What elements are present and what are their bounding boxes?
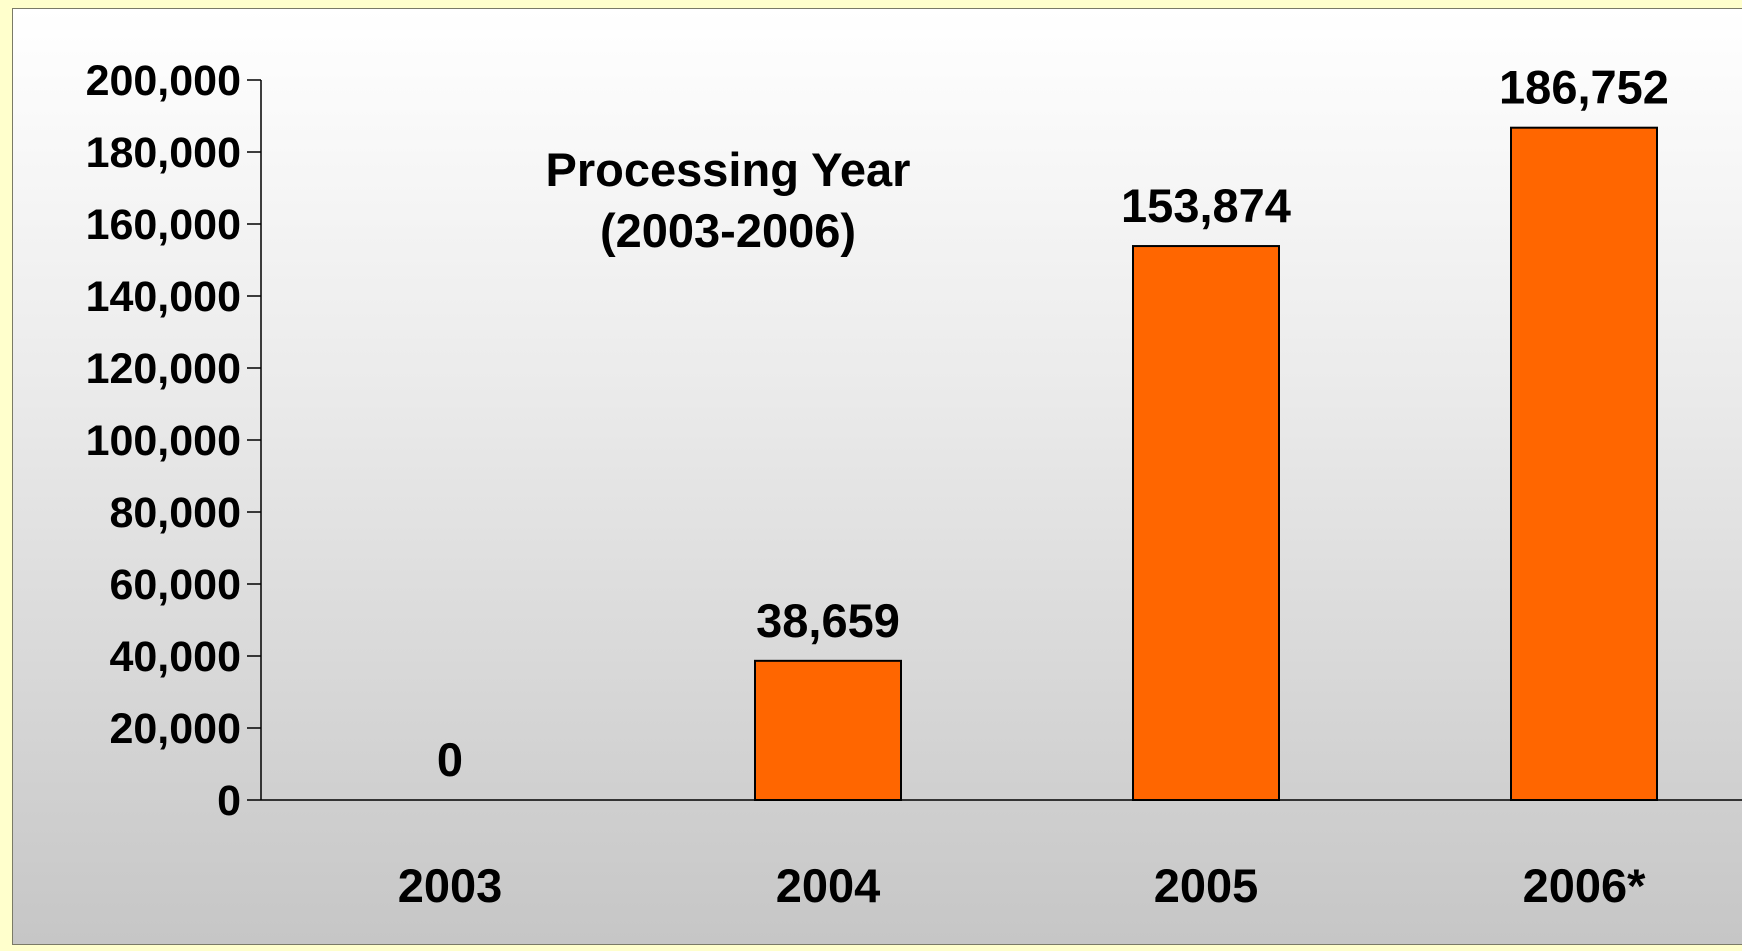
chart-frame: Processing Year (2003-2006) 0 20,000 40,00… bbox=[12, 8, 1742, 945]
chart-title-line-2: (2003-2006) bbox=[600, 204, 856, 257]
data-label: 38,659 bbox=[756, 594, 900, 647]
y-tick-label: 60,000 bbox=[109, 561, 241, 609]
y-tick-label: 120,000 bbox=[86, 345, 241, 393]
y-tick-label: 180,000 bbox=[86, 129, 241, 177]
y-tick-label: 20,000 bbox=[109, 705, 241, 753]
bar bbox=[1132, 245, 1280, 802]
y-tick-label: 80,000 bbox=[109, 489, 241, 537]
y-tick-label: 40,000 bbox=[109, 633, 241, 681]
data-label: 153,874 bbox=[1121, 179, 1291, 232]
y-tick-label: 200,000 bbox=[86, 57, 241, 105]
y-tick-label: 100,000 bbox=[86, 417, 241, 465]
y-tick-label: 140,000 bbox=[86, 273, 241, 321]
bar bbox=[1510, 126, 1658, 801]
x-category-label: 2004 bbox=[776, 859, 881, 912]
x-category-label: 2006* bbox=[1523, 859, 1647, 912]
bar bbox=[754, 659, 902, 801]
y-tick-label: 0 bbox=[217, 777, 241, 825]
chart-title-line-1: Processing Year bbox=[546, 143, 911, 196]
x-category-label: 2005 bbox=[1154, 859, 1259, 912]
data-label: 0 bbox=[437, 733, 463, 786]
data-label: 186,752 bbox=[1499, 61, 1669, 114]
x-category-label: 2003 bbox=[398, 859, 503, 912]
y-tick-label: 160,000 bbox=[86, 201, 241, 249]
bar-chart: Processing Year (2003-2006) 0 20,000 40,00… bbox=[86, 57, 1742, 912]
